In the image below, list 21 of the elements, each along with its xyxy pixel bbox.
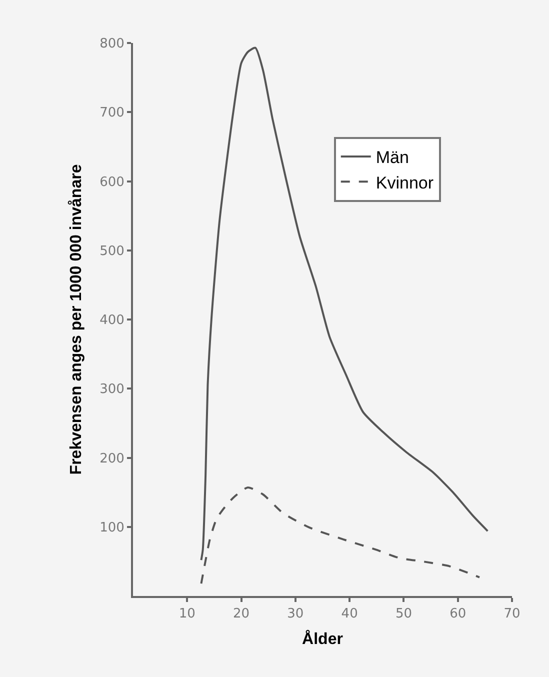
legend-label: Kvinnor <box>376 173 434 192</box>
y-axis-title: Frekvensen anges per 1000 000 invånare <box>66 164 85 475</box>
x-axis-title: Ålder <box>302 628 343 648</box>
x-tick-label: 50 <box>395 606 412 622</box>
y-tick-label: 400 <box>100 313 124 328</box>
x-tick-label: 10 <box>178 606 196 622</box>
y-tick-label: 100 <box>100 520 124 536</box>
legend-label: Män <box>376 148 409 168</box>
x-tick-label: 20 <box>233 606 250 622</box>
y-tick-label: 500 <box>100 244 124 259</box>
y-tick-label: 300 <box>100 382 124 398</box>
y-tick-label: 600 <box>100 174 124 190</box>
line-series <box>200 46 489 562</box>
x-tick-label: 30 <box>287 606 304 622</box>
line-series <box>200 486 481 585</box>
y-tick-label: 200 <box>100 451 124 466</box>
y-tick-label: 800 <box>100 36 124 52</box>
x-tick-label: 70 <box>504 606 520 622</box>
y-tick-label: 700 <box>100 106 124 121</box>
x-tick-label: 40 <box>341 606 358 622</box>
x-tick-label: 60 <box>450 606 466 622</box>
